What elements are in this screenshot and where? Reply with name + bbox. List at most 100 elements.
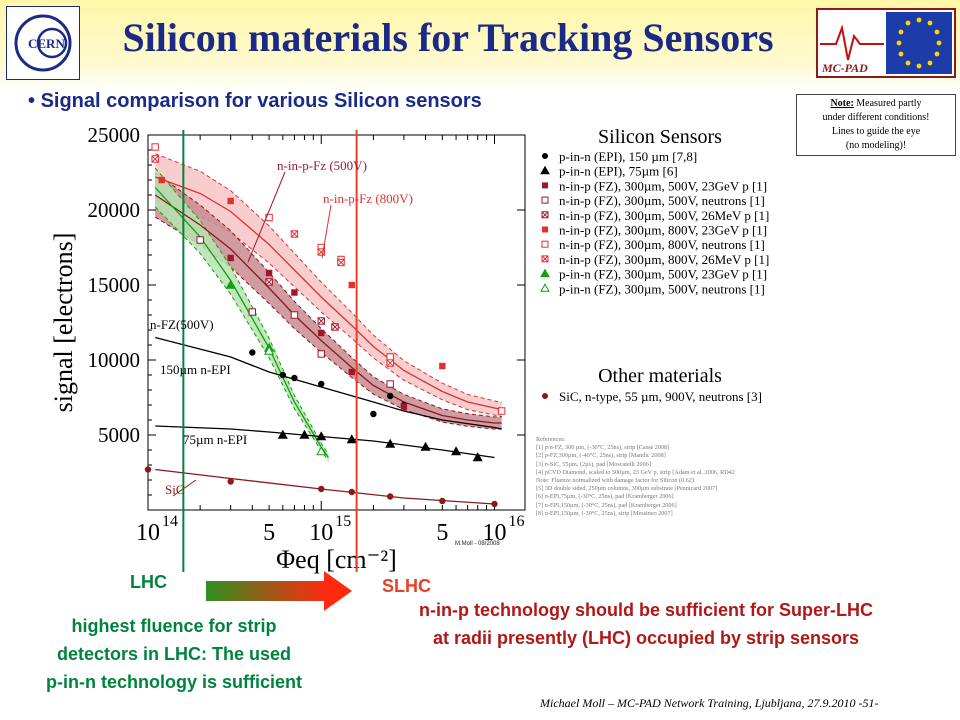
data-point <box>277 429 288 439</box>
data-point <box>540 283 550 292</box>
data-point <box>158 176 165 184</box>
data-point <box>541 196 549 204</box>
data-point <box>316 431 327 441</box>
header-band <box>0 0 960 92</box>
x-tick-label: 5 <box>436 520 448 546</box>
lhc-label: LHC <box>130 572 167 592</box>
annotation-label: 150µm n-EPI <box>160 362 231 377</box>
x-tick-label: 10 <box>136 520 160 546</box>
vlines-layer <box>182 130 358 572</box>
x-tick-label: 10 <box>309 520 333 546</box>
data-point-cross <box>541 211 549 219</box>
annotation-label: 75µm n-EPI <box>183 432 247 447</box>
data-point <box>249 349 256 356</box>
annotation-label: n-FZ(500V) <box>150 317 214 332</box>
curve-dark-red <box>154 194 502 424</box>
data-point <box>346 434 357 444</box>
x-axis-label: Φeq [cm⁻²] <box>276 545 397 574</box>
data-point-cross <box>386 359 394 367</box>
footer: Michael Moll – MC-PAD Network Training, … <box>540 696 878 711</box>
x-tick-label: 10 <box>482 520 506 546</box>
data-point <box>386 353 394 361</box>
data-point <box>400 403 408 410</box>
data-point <box>542 182 548 189</box>
data-point <box>227 254 234 262</box>
reference-line: Note: Fluenze normalized with damage fac… <box>536 477 694 485</box>
annotation-label: n-in-p-Fz (800V) <box>323 191 413 206</box>
data-point-cross <box>317 317 325 325</box>
page-number: -51- <box>858 696 879 710</box>
data-point <box>370 410 377 418</box>
legend-entry: p-in-n (EPI), 75µm [6] <box>559 164 678 179</box>
reference-line: [6] n-EPI,75µm, (-30°C, 25ns), pad [Kram… <box>536 493 674 501</box>
legend-entry: n-in-p (FZ), 300µm, 800V, neutrons [1] <box>559 237 765 252</box>
data-point <box>348 368 355 376</box>
reference-line: [2] p-FZ,300µm, (-40°C, 25ns), strip [Ma… <box>536 452 666 460</box>
data-point <box>542 153 548 159</box>
y-axis-label: signal [electrons] <box>49 233 78 413</box>
note-line-2: under different conditions! <box>822 112 930 123</box>
y-tick-label: 25000 <box>88 123 141 147</box>
legend-title-2: Other materials <box>598 365 722 387</box>
note-line-3: Lines to guide the eye <box>831 126 921 137</box>
data-point <box>348 488 355 496</box>
band-edge-red <box>155 199 502 417</box>
legend-entry: n-in-p (FZ), 300µm, 500V, neutrons [1] <box>559 193 765 208</box>
note-heading: Note: <box>830 98 854 109</box>
data-point <box>299 429 310 439</box>
lhc-text: highest fluence for strip detectors in L… <box>14 612 334 696</box>
data-point <box>497 407 506 415</box>
cern-logo: CERN <box>6 6 80 80</box>
data-point <box>420 441 431 451</box>
y-tick-label: 5000 <box>98 423 140 447</box>
data-point <box>385 438 396 448</box>
annotation-pointer <box>321 204 332 259</box>
data-point <box>386 392 394 400</box>
reference-line: [3] n-SiC, 55µm, (2µs), pad [Moscatelli … <box>536 460 651 468</box>
legend-entry: n-in-p (FZ), 300µm, 500V, 23GeV p [1] <box>559 178 767 193</box>
annotation-label: n-in-p-Fz (500V) <box>277 158 367 173</box>
y-tick-label: 20000 <box>88 198 141 222</box>
legend-entry: p-in-n (FZ), 300µm, 500V, 23GeV p [1] <box>559 267 767 282</box>
curve-black-150 <box>155 336 502 430</box>
data-point <box>450 446 462 456</box>
lhc-slhc-arrowhead <box>324 571 352 611</box>
points-layer <box>144 143 506 508</box>
x-tick-exponent: 16 <box>508 513 524 530</box>
lhc-text-line-1: highest fluence for strip <box>71 616 277 636</box>
data-point <box>386 380 394 388</box>
slhc-text: n-in-p technology should be sufficient f… <box>356 596 936 652</box>
data-point <box>348 281 355 289</box>
data-point-cross <box>290 230 298 238</box>
legend-entry: p-in-n (EPI), 150 µm [7,8] <box>559 149 697 164</box>
data-point <box>279 371 287 379</box>
reference-line: [1] p/n-FZ, 300 µm, (-30°C, 25ns), strip… <box>536 444 670 452</box>
cern-logo-text: CERN <box>28 36 65 51</box>
chart-credit: M.Moll - 08/2008 <box>455 541 500 547</box>
references-heading: References: <box>536 436 566 443</box>
data-point-cross <box>337 258 345 267</box>
slhc-text-line-1: n-in-p technology should be sufficient f… <box>419 600 873 620</box>
plot-frame <box>147 134 526 511</box>
data-point <box>472 452 483 462</box>
legend-entry: n-in-p (FZ), 300µm, 500V, 26MeV p [1] <box>559 208 769 223</box>
legend-entry: n-in-p (FZ), 300µm, 800V, 23GeV p [1] <box>559 223 767 238</box>
data-point <box>196 236 204 244</box>
band-edge-red <box>155 153 502 403</box>
data-point-cross <box>541 255 549 263</box>
data-point <box>291 374 298 382</box>
note-box: Note: Measured partly under different co… <box>796 94 956 156</box>
data-point <box>541 240 549 248</box>
data-point <box>265 269 273 277</box>
x-tick-exponent: 15 <box>335 513 351 530</box>
page-title: Silicon materials for Tracking Sensors <box>122 15 774 60</box>
band-dark-red <box>155 172 502 430</box>
y-tick-label: 10000 <box>88 348 141 372</box>
data-point <box>439 362 446 370</box>
curve-red <box>154 176 502 411</box>
annotation-pointer <box>172 479 197 497</box>
slhc-label: SLHC <box>382 576 431 596</box>
subtitle: • Signal comparison for various Silicon … <box>28 90 482 113</box>
